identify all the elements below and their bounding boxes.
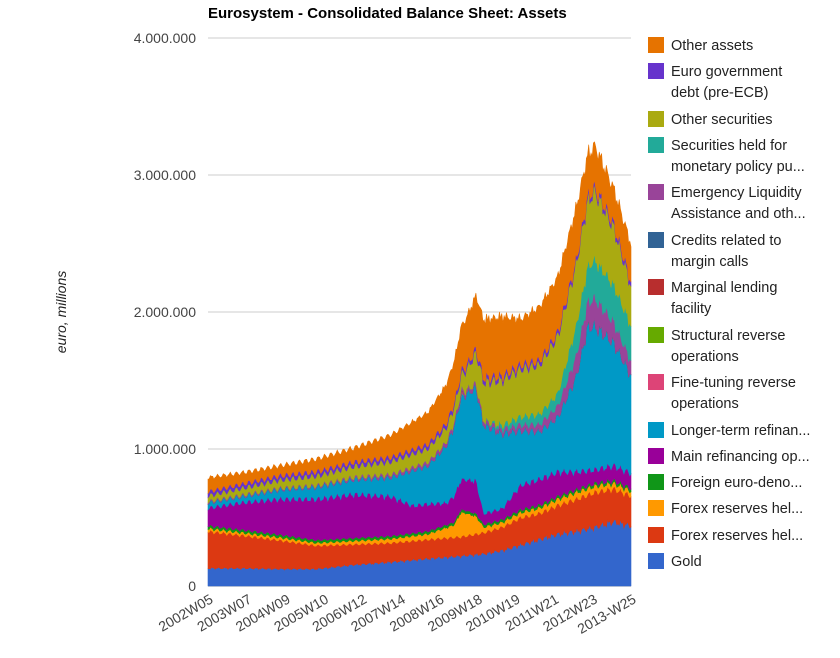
- legend-label: Fine-tuning reverse: [671, 375, 796, 391]
- legend-swatch: [648, 184, 664, 200]
- legend-item[interactable]: Emergency Liquidity Assistance and oth...: [648, 184, 806, 222]
- legend-label: Forex reserves hel...: [671, 528, 803, 544]
- legend-item[interactable]: Foreign euro-deno...: [648, 474, 802, 491]
- legend-item[interactable]: Forex reserves hel...: [648, 500, 803, 517]
- legend-label: Emergency Liquidity: [671, 185, 802, 201]
- legend-label: Securities held for: [671, 138, 787, 154]
- y-tick-label: 3.000.000: [134, 167, 196, 183]
- y-tick-label: 0: [188, 578, 196, 594]
- y-axis-label: euro, millions: [53, 271, 69, 353]
- legend-swatch: [648, 63, 664, 79]
- legend-swatch: [648, 474, 664, 490]
- legend-swatch: [648, 422, 664, 438]
- legend-label: Other assets: [671, 38, 753, 54]
- legend-label-line2: debt (pre-ECB): [671, 85, 769, 101]
- legend-item[interactable]: Structural reverse operations: [648, 327, 785, 365]
- legend-item[interactable]: Marginal lending facility: [648, 279, 777, 317]
- y-axis-ticks: 0 1.000.000 2.000.000 3.000.000 4.000.000: [134, 30, 197, 594]
- legend[interactable]: Other assets Euro government debt (pre-ECB…: [648, 37, 810, 570]
- legend-swatch: [648, 137, 664, 153]
- y-tick-label: 4.000.000: [134, 30, 196, 46]
- legend-swatch: [648, 500, 664, 516]
- legend-item[interactable]: Main refinancing op...: [648, 448, 810, 465]
- legend-item[interactable]: Longer-term refinan...: [648, 422, 810, 439]
- legend-label: Longer-term refinan...: [671, 423, 810, 439]
- legend-label: Foreign euro-deno...: [671, 475, 802, 491]
- legend-swatch: [648, 553, 664, 569]
- legend-label-line2: operations: [671, 349, 739, 365]
- legend-item[interactable]: Other assets: [648, 37, 753, 54]
- legend-label-line2: Assistance and oth...: [671, 206, 806, 222]
- legend-swatch: [648, 448, 664, 464]
- legend-label-line2: margin calls: [671, 254, 748, 270]
- legend-item[interactable]: Securities held for monetary policy pu...: [648, 137, 805, 175]
- chart-title: Eurosystem - Consolidated Balance Sheet:…: [208, 5, 567, 22]
- legend-label: Gold: [671, 554, 702, 570]
- legend-label: Other securities: [671, 112, 773, 128]
- legend-swatch: [648, 111, 664, 127]
- legend-item[interactable]: Fine-tuning reverse operations: [648, 374, 796, 412]
- legend-label: Euro government: [671, 64, 782, 80]
- legend-item[interactable]: Other securities: [648, 111, 773, 128]
- legend-item[interactable]: Gold: [648, 553, 702, 570]
- legend-swatch: [648, 37, 664, 53]
- area-series: [207, 141, 632, 587]
- legend-item[interactable]: Forex reserves hel...: [648, 527, 803, 544]
- legend-label: Credits related to: [671, 233, 781, 249]
- legend-swatch: [648, 327, 664, 343]
- legend-label: Forex reserves hel...: [671, 501, 803, 517]
- area-other-assets[interactable]: [207, 141, 632, 495]
- legend-label: Marginal lending: [671, 280, 777, 296]
- legend-label: Main refinancing op...: [671, 449, 810, 465]
- y-tick-label: 1.000.000: [134, 441, 196, 457]
- legend-swatch: [648, 279, 664, 295]
- legend-swatch: [648, 374, 664, 390]
- legend-swatch: [648, 527, 664, 543]
- legend-label-line2: facility: [671, 301, 712, 317]
- legend-item[interactable]: Euro government debt (pre-ECB): [648, 63, 782, 101]
- legend-item[interactable]: Credits related to margin calls: [648, 232, 781, 270]
- legend-label-line2: monetary policy pu...: [671, 159, 805, 175]
- legend-swatch: [648, 232, 664, 248]
- y-tick-label: 2.000.000: [134, 304, 196, 320]
- legend-label: Structural reverse: [671, 328, 785, 344]
- legend-label-line2: operations: [671, 396, 739, 412]
